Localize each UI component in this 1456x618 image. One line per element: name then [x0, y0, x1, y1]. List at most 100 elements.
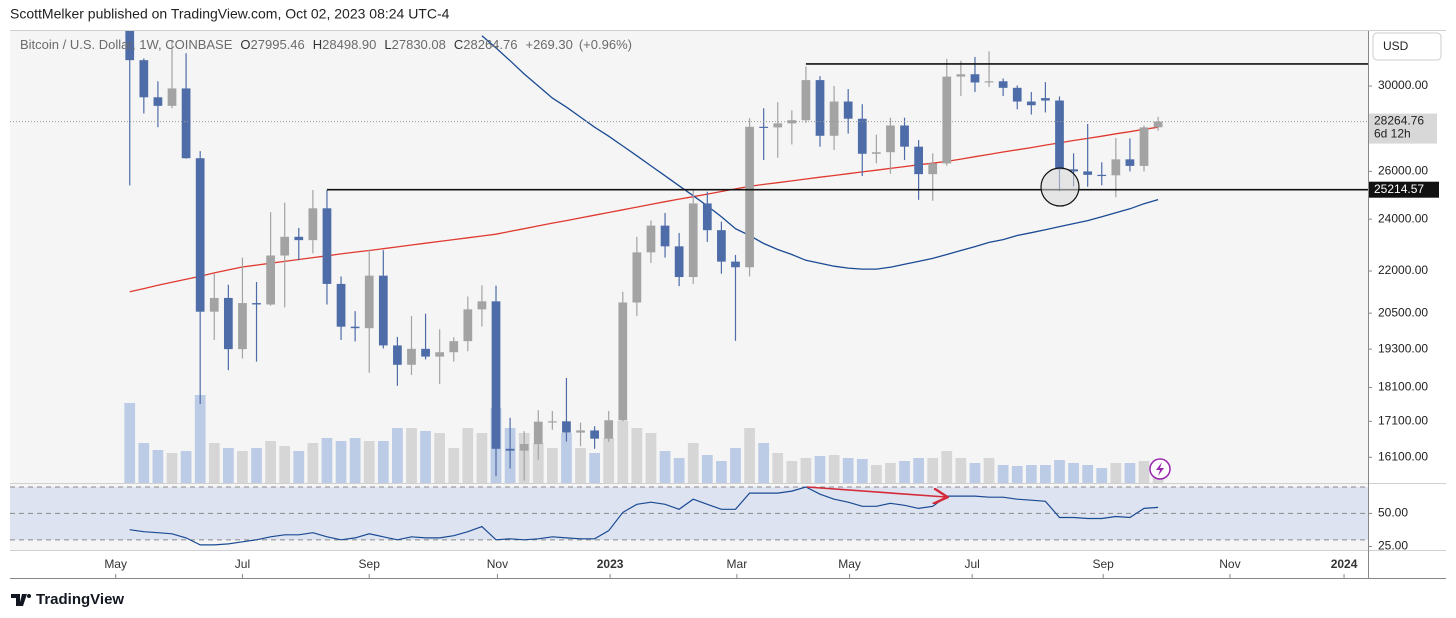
x-tick-label: Jul: [235, 557, 250, 571]
candle-body: [646, 225, 656, 253]
volume-bar: [1110, 463, 1122, 483]
volume-bar: [462, 428, 474, 483]
volume-bar: [152, 450, 164, 483]
volume-bar: [758, 443, 770, 483]
volume-bar: [532, 443, 544, 483]
volume-bar: [222, 448, 234, 483]
y-tick-label: 19300.00: [1378, 341, 1428, 355]
volume-bar: [1138, 461, 1150, 483]
candle-body: [477, 301, 487, 310]
logo-mark: [11, 594, 27, 606]
current-price-box: [1369, 113, 1437, 144]
volume-bar: [927, 458, 939, 483]
candle-body: [1012, 87, 1022, 102]
candle-body: [407, 348, 416, 365]
legend-symbol: Bitcoin / U.S. Dollar, 1W, COINBASE: [20, 37, 233, 52]
volume-bar: [1011, 466, 1023, 483]
volume-bar: [885, 463, 896, 483]
x-tick-label: Sep: [359, 557, 381, 571]
volume-bar: [363, 441, 375, 483]
volume-bar: [208, 443, 220, 483]
candle-body: [660, 225, 670, 247]
candle-body: [378, 275, 388, 346]
volume-bar: [349, 438, 361, 483]
candle-body: [731, 261, 740, 268]
candle-body: [1153, 121, 1163, 128]
volume-bar: [899, 461, 910, 483]
volume-bar: [293, 451, 305, 483]
volume-bar: [434, 433, 446, 483]
volume-bar: [1054, 460, 1065, 483]
x-tick-label: 2024: [1331, 557, 1358, 571]
candle-body: [773, 123, 783, 128]
volume-bar: [659, 451, 671, 483]
volume-bar: [856, 459, 868, 483]
candle-body: [393, 345, 402, 365]
volume-bar: [870, 465, 882, 483]
volume-bar: [138, 443, 150, 483]
highlight-circle: [1040, 167, 1080, 207]
level-price-label: 25214.57: [1374, 182, 1424, 196]
candle-body: [801, 80, 811, 121]
candle-body: [1139, 127, 1149, 166]
candle-body: [421, 348, 430, 357]
candle-body: [223, 297, 233, 350]
volume-bar: [955, 458, 967, 483]
candle-body: [632, 252, 642, 303]
volume-bar: [392, 428, 403, 483]
y-tick-label: 24000.00: [1378, 211, 1428, 225]
candle-body: [294, 236, 304, 241]
candle-body: [1111, 159, 1121, 176]
footer-brand: TradingView: [36, 591, 124, 608]
candle-body: [562, 421, 571, 433]
logo-dot: [27, 594, 31, 598]
x-tick-label: Mar: [727, 557, 748, 571]
volume-bar: [1096, 468, 1108, 483]
candle-body: [900, 125, 909, 147]
legend-letter: C: [454, 37, 463, 52]
volume-bar: [1124, 463, 1136, 483]
candle-body: [942, 76, 952, 164]
volume-bar: [814, 456, 826, 483]
candle-body: [1125, 159, 1135, 166]
volume-bar: [251, 448, 262, 483]
candle-body: [125, 31, 135, 61]
candle-body: [350, 326, 360, 329]
candle-layer: [125, 31, 1163, 481]
rsi-layer: [10, 486, 1368, 546]
volume-bar: [194, 395, 206, 483]
legend-value: 28264.76: [463, 37, 517, 52]
candle-body: [463, 309, 473, 342]
candle-body: [886, 125, 895, 153]
volume-bar: [420, 431, 431, 483]
footer-logo: [11, 594, 31, 606]
currency-button[interactable]: [1372, 32, 1442, 61]
volume-bar: [1082, 465, 1094, 483]
volume-bar: [645, 433, 657, 483]
volume-bar: [1068, 463, 1079, 483]
rsi-line: [129, 486, 1159, 546]
volume-bar: [166, 453, 178, 483]
candle-body: [857, 118, 867, 154]
y-tick-label: 20500.00: [1378, 305, 1428, 319]
candle-body: [336, 283, 346, 327]
candle-body: [322, 208, 332, 284]
volume-bar: [575, 448, 586, 483]
candle-body: [505, 448, 515, 451]
candle-body: [1055, 100, 1064, 170]
volume-bar: [377, 441, 389, 483]
volume-bar: [561, 433, 572, 483]
volume-bar: [828, 455, 840, 483]
candle-body: [815, 80, 825, 136]
legend-value: 28498.90: [322, 37, 376, 52]
volume-bar: [983, 458, 995, 483]
volume-bar: [913, 458, 924, 483]
candle-body: [604, 420, 614, 439]
candle-body: [153, 97, 163, 106]
candle-body: [519, 444, 529, 451]
legend-change: +269.30: [525, 37, 572, 52]
volume-bar: [997, 465, 1009, 483]
candle-body: [843, 101, 853, 119]
volume-bar: [1025, 465, 1037, 483]
candle-body: [674, 246, 684, 278]
